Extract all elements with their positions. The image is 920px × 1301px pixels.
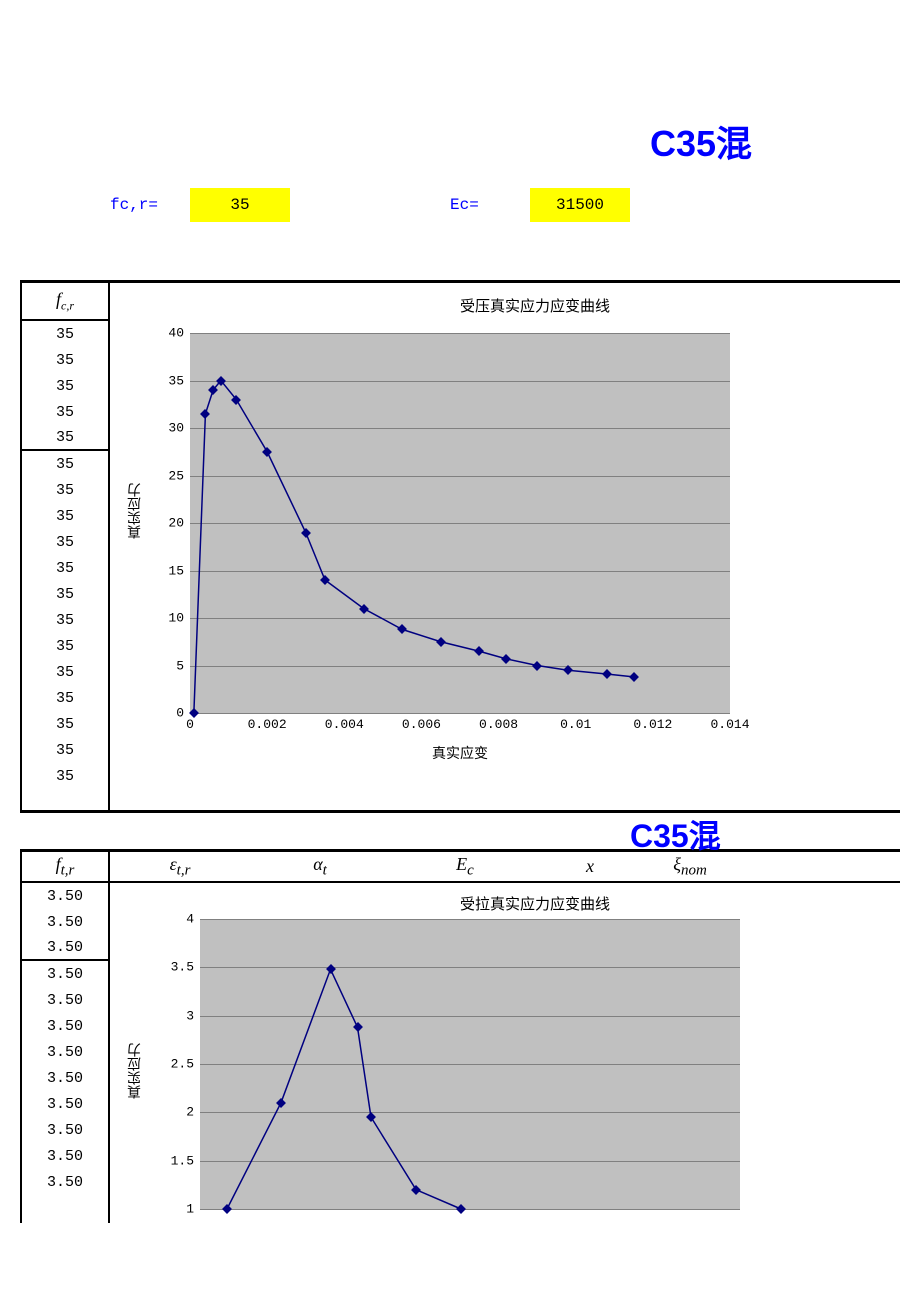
table-cell: 3.50 — [22, 1117, 108, 1143]
table-cell: 35 — [22, 477, 108, 503]
table-cell: 3.50 — [22, 935, 108, 961]
table-cell: 35 — [22, 555, 108, 581]
table2-header-ftr: ft,r — [20, 852, 110, 881]
fc-label: fc,r= — [110, 196, 190, 214]
table2-col: 3.503.503.50 3.503.503.503.503.503.503.5… — [20, 883, 110, 1223]
table-cell: 35 — [22, 659, 108, 685]
ytick-label: 1 — [186, 1202, 200, 1217]
chart2-ylabel: 真实应力 — [126, 1043, 146, 1099]
col-ec: Ec — [390, 854, 540, 880]
ytick-label: 4 — [186, 912, 200, 927]
table-cell: 35 — [22, 607, 108, 633]
chart2-plot: 11.522.533.54 — [200, 919, 740, 1209]
table-cell: 3.50 — [22, 1143, 108, 1169]
table-cell: 35 — [22, 399, 108, 425]
table-cell: 3.50 — [22, 1065, 108, 1091]
chart2-area: 受拉真实应力应变曲线 真实应力 11.522.533.54 — [110, 883, 900, 1223]
ytick-label: 30 — [168, 421, 190, 436]
section2-title: C35混 — [630, 811, 721, 857]
main-frame: fc,r 3535353535 353535353535353535353535… — [20, 280, 900, 1223]
ec-label: Ec= — [450, 196, 530, 214]
ytick-label: 10 — [168, 611, 190, 626]
table-cell: 3.50 — [22, 1013, 108, 1039]
table-cell: 35 — [22, 529, 108, 555]
table-cell: 35 — [22, 373, 108, 399]
ytick-label: 15 — [168, 563, 190, 578]
ytick-label: 1.5 — [171, 1153, 200, 1168]
xtick-label: 0.006 — [402, 713, 441, 732]
fc-value[interactable]: 35 — [190, 188, 290, 222]
col-x: x — [540, 856, 640, 877]
ytick-label: 2.5 — [171, 1057, 200, 1072]
xtick-label: 0.004 — [325, 713, 364, 732]
table-cell: 3.50 — [22, 987, 108, 1013]
ec-value[interactable]: 31500 — [530, 188, 630, 222]
ytick-label: 3 — [186, 1008, 200, 1023]
chart1-xlabel: 真实应变 — [190, 743, 730, 763]
table-cell: 35 — [22, 503, 108, 529]
table-cell: 35 — [22, 685, 108, 711]
ytick-label: 25 — [168, 468, 190, 483]
ytick-label: 2 — [186, 1105, 200, 1120]
chart1-ylabel: 真实应力 — [126, 483, 146, 539]
col-epsilon: εt,r — [110, 854, 250, 880]
table-cell: 3.50 — [22, 1169, 108, 1195]
table-cell: 35 — [22, 711, 108, 737]
section2: 3.503.503.50 3.503.503.503.503.503.503.5… — [20, 883, 900, 1223]
table2-header-row: ft,r εt,r αt Ec x ξnom — [20, 849, 900, 883]
xtick-label: 0.014 — [710, 713, 749, 732]
table-cell: 3.50 — [22, 909, 108, 935]
table-cell: 3.50 — [22, 883, 108, 909]
ytick-label: 40 — [168, 326, 190, 341]
ytick-label: 3.5 — [171, 960, 200, 975]
table-cell: 35 — [22, 425, 108, 451]
table-cell: 35 — [22, 451, 108, 477]
chart1-title: 受压真实应力应变曲线 — [190, 289, 880, 322]
section1: fc,r 3535353535 353535353535353535353535… — [20, 283, 900, 813]
table-cell: 35 — [22, 737, 108, 763]
table-cell: 3.50 — [22, 961, 108, 987]
table-cell: 35 — [22, 321, 108, 347]
xtick-label: 0.012 — [633, 713, 672, 732]
page-title: C35混 — [650, 115, 752, 167]
xtick-label: 0.008 — [479, 713, 518, 732]
chart1-plot: 051015202530354000.0020.0040.0060.0080.0… — [190, 333, 730, 713]
xtick-label: 0.01 — [560, 713, 591, 732]
xtick-label: 0.002 — [248, 713, 287, 732]
table-cell: 3.50 — [22, 1091, 108, 1117]
ytick-label: 35 — [168, 373, 190, 388]
table1-col: fc,r 3535353535 353535353535353535353535… — [20, 283, 110, 810]
table-cell: 35 — [22, 633, 108, 659]
chart2-title: 受拉真实应力应变曲线 — [190, 887, 880, 920]
table-cell: 35 — [22, 347, 108, 373]
chart1-area: 受压真实应力应变曲线 真实应力 051015202530354000.0020.… — [110, 283, 900, 810]
ytick-label: 5 — [176, 658, 190, 673]
col-alpha: αt — [250, 854, 390, 880]
param-row: fc,r= 35 Ec= 31500 — [110, 188, 630, 222]
table1-header: fc,r — [22, 283, 108, 321]
col-xi: ξnom — [640, 854, 740, 880]
table-cell: 3.50 — [22, 1039, 108, 1065]
ytick-label: 20 — [168, 516, 190, 531]
table-cell: 35 — [22, 763, 108, 789]
table-cell: 35 — [22, 581, 108, 607]
